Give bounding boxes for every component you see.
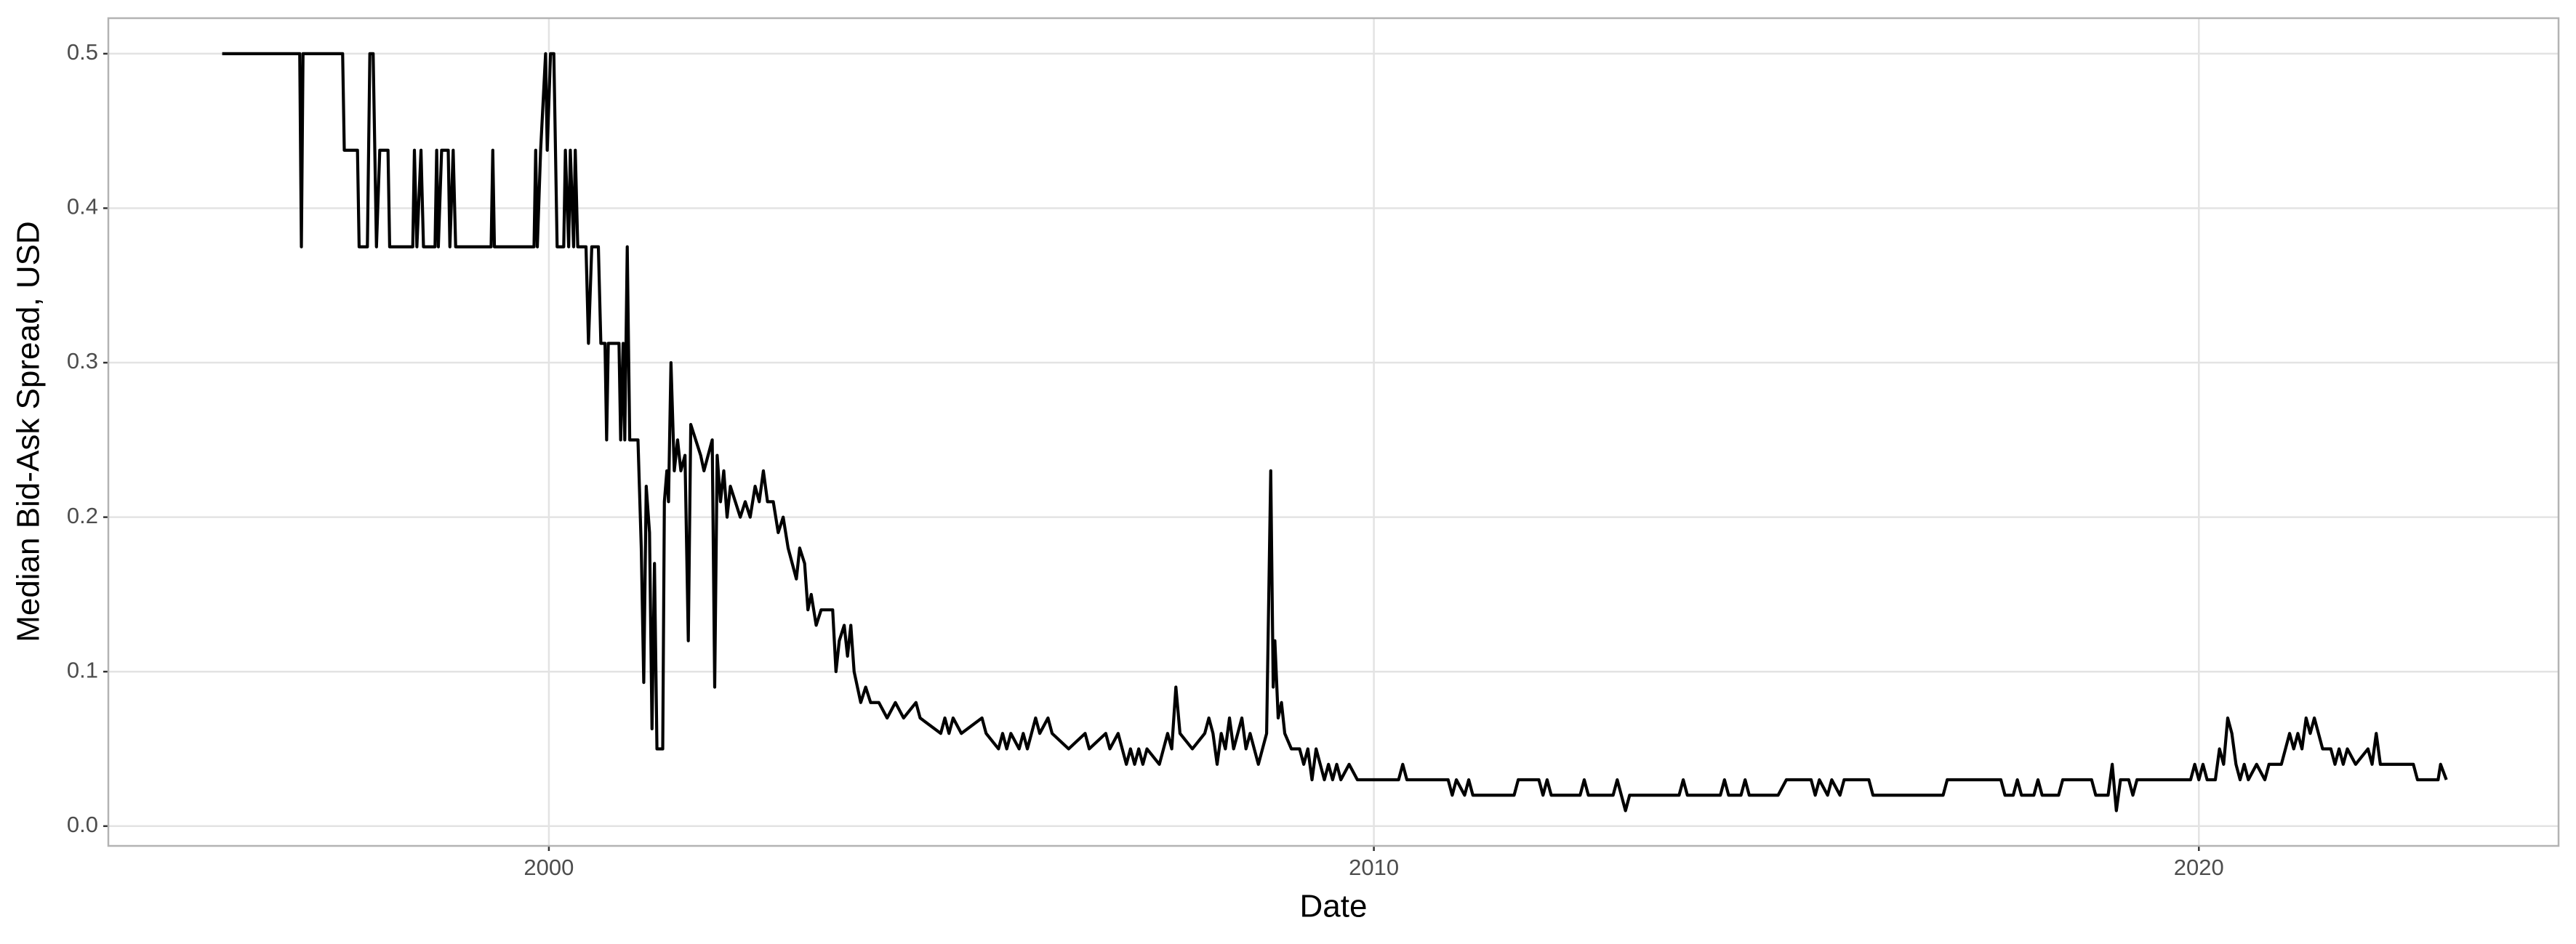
y-tick-label: 0.0 (67, 812, 98, 837)
x-tick-label: 2000 (523, 855, 574, 880)
x-tick-label: 2020 (2174, 855, 2224, 880)
y-tick-label: 0.3 (67, 348, 98, 374)
y-tick-label: 0.4 (67, 194, 98, 219)
y-tick-label: 0.1 (67, 657, 98, 682)
data-line (222, 52, 2448, 812)
x-axis-title: Date (1300, 889, 1368, 924)
panel-border (107, 17, 2560, 847)
y-axis-title: Median Bid-Ask Spread, USD (11, 221, 47, 642)
x-tick-label: 2010 (1349, 855, 1399, 880)
y-tick-label: 0.2 (67, 503, 98, 528)
y-tick-label: 0.5 (67, 39, 98, 65)
